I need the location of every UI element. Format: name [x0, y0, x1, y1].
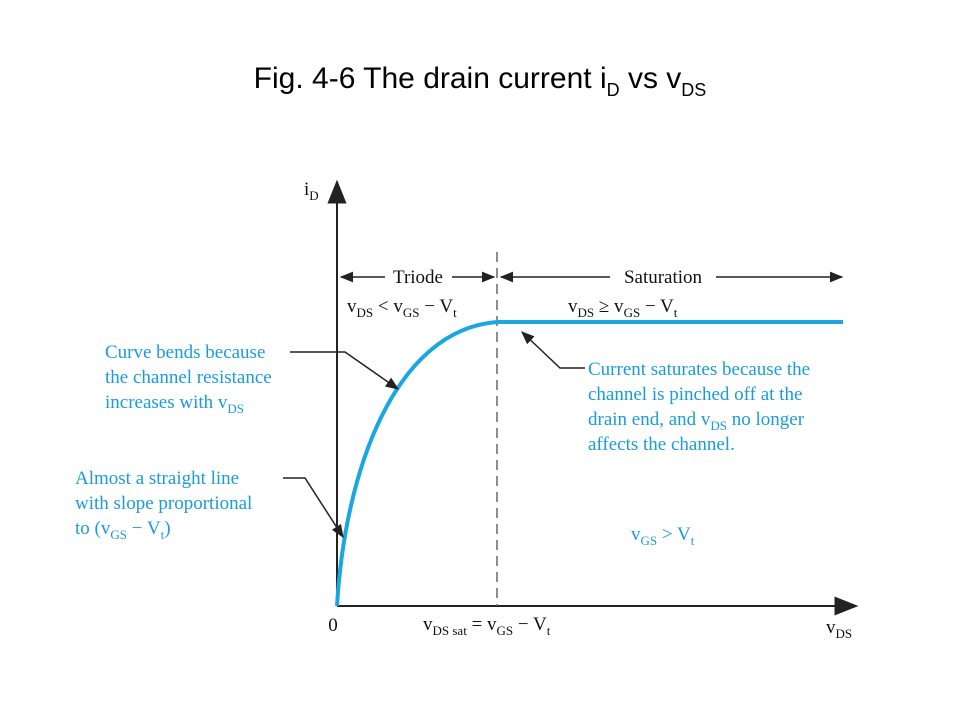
saturation-point-label: vDS sat = vGS − Vt [423, 614, 551, 638]
x-axis-label: vDS [826, 617, 852, 641]
subscript: GS [624, 305, 641, 320]
subscript: DS [227, 401, 244, 416]
annotation-line: Current saturates because the [588, 359, 810, 380]
subscript: GS [497, 623, 514, 638]
subscript: DS [578, 305, 595, 320]
annotation-line: to (vGS − Vt) [75, 518, 171, 542]
annotation-line: affects the channel. [588, 434, 735, 455]
text-part: Current saturates because the [588, 359, 810, 380]
annotation-line: the channel resistance [105, 367, 272, 388]
subscript: t [547, 623, 551, 638]
text-part: ) [164, 518, 170, 539]
text-part: − V [419, 296, 453, 317]
pointer [290, 351, 400, 390]
text-part: Curve bends because [105, 342, 265, 363]
subscript: GS [110, 527, 127, 542]
subscript: D [607, 80, 620, 100]
text-part: v [423, 614, 433, 635]
subscript: DS [681, 80, 706, 100]
text-part: i [304, 179, 309, 200]
text-part: − V [127, 518, 161, 539]
region-label: Triode [393, 267, 443, 288]
text-part: v [826, 617, 836, 638]
gate-condition: vGS > Vt [631, 524, 695, 548]
pointer [521, 331, 585, 369]
text-part: channel is pinched off at the [588, 384, 802, 405]
text-part: increases with v [105, 392, 228, 413]
annotation-line: Almost a straight line [75, 468, 239, 489]
text-part: no longer [727, 409, 805, 430]
text-part: > V [657, 524, 691, 545]
subscript: GS [641, 533, 658, 548]
drain-current-curve [335, 320, 843, 607]
annotation-line: with slope proportional [75, 493, 252, 514]
subscript: t [674, 305, 678, 320]
region-condition: vDS ≥ vGS − Vt [568, 296, 678, 320]
subscript: DS [357, 305, 374, 320]
text-part: = v [467, 614, 497, 635]
annotation-line: drain end, and vDS no longer [588, 409, 805, 433]
text-part: Fig. 4-6 The drain current i [254, 62, 607, 95]
subscript: DS [836, 626, 853, 641]
text-part: the channel resistance [105, 367, 272, 388]
text-part: vs v [620, 62, 682, 95]
text-part: v [568, 296, 578, 317]
subscript: t [161, 527, 165, 542]
subscript: GS [403, 305, 420, 320]
text-part: − V [640, 296, 674, 317]
annotation-line: increases with vDS [105, 392, 244, 416]
subscript: DS [710, 418, 727, 433]
text-part: − V [513, 614, 547, 635]
annotation-line: channel is pinched off at the [588, 384, 802, 405]
title: Fig. 4-6 The drain current iD vs vDS [254, 62, 707, 100]
origin-label: 0 [328, 615, 338, 636]
text-part: < v [373, 296, 403, 317]
subscript: DS sat [433, 623, 468, 638]
annotation-line: Curve bends because [105, 342, 265, 363]
text-part: Almost a straight line [75, 468, 239, 489]
region-condition: vDS < vGS − Vt [347, 296, 457, 320]
text-part: affects the channel. [588, 434, 735, 455]
text-part: ≥ v [594, 296, 624, 317]
text-part: drain end, and v [588, 409, 711, 430]
subscript: D [309, 188, 318, 203]
subscript: t [453, 305, 457, 320]
text-part: to (v [75, 518, 111, 539]
labels: Fig. 4-6 The drain current iD vs vDSiDvD… [75, 62, 852, 641]
region-label: Saturation [624, 267, 703, 288]
pointer [283, 477, 344, 539]
subscript: t [691, 533, 695, 548]
text-part: v [631, 524, 641, 545]
text-part: v [347, 296, 357, 317]
text-part: with slope proportional [75, 493, 252, 514]
y-axis-label: iD [304, 179, 319, 203]
